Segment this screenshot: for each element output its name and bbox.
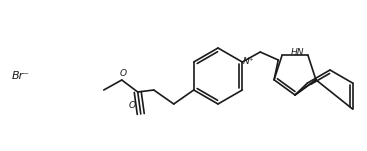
Text: O: O	[119, 69, 126, 77]
Text: N⁺: N⁺	[243, 56, 254, 66]
Text: HN: HN	[291, 48, 305, 57]
Text: O: O	[128, 101, 135, 111]
Text: Br⁻: Br⁻	[12, 71, 30, 81]
